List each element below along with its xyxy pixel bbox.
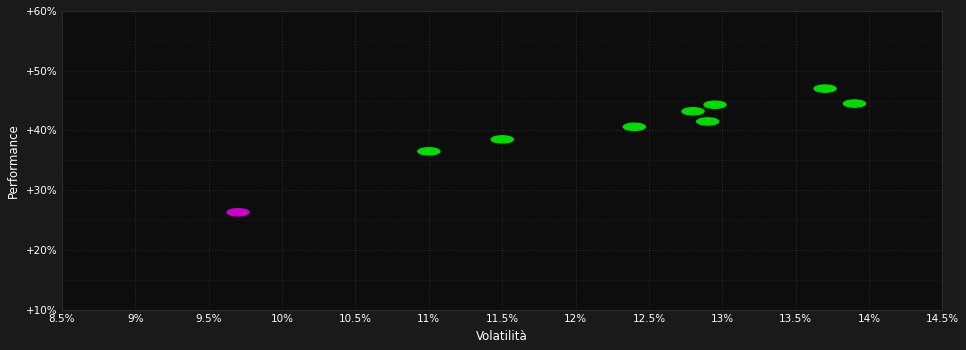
- Ellipse shape: [227, 209, 249, 216]
- Ellipse shape: [696, 118, 719, 125]
- Ellipse shape: [814, 85, 837, 92]
- X-axis label: Volatilità: Volatilità: [476, 330, 528, 343]
- Ellipse shape: [704, 101, 726, 108]
- Y-axis label: Performance: Performance: [7, 123, 20, 198]
- Ellipse shape: [682, 108, 704, 115]
- Ellipse shape: [623, 123, 645, 131]
- Ellipse shape: [418, 148, 440, 155]
- Ellipse shape: [492, 136, 513, 143]
- Ellipse shape: [843, 100, 866, 107]
